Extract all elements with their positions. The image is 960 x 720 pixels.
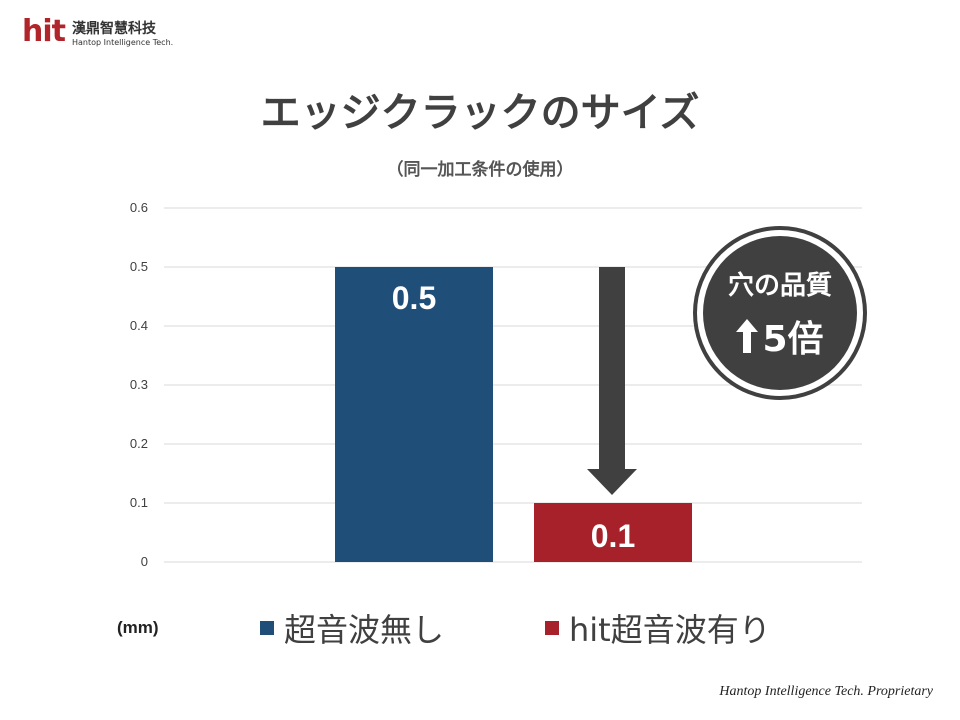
legend-item-no-ultrasonic: 超音波無し	[260, 608, 445, 649]
bar-no-ultrasonic	[335, 267, 493, 562]
legend-label: hit超音波有り	[569, 611, 771, 649]
quality-badge: 穴の品質 5倍	[693, 226, 867, 400]
badge-value: 5倍	[762, 318, 824, 360]
legend-swatch	[545, 621, 559, 635]
chart-title: エッジクラックのサイズ	[260, 90, 700, 136]
y-tick-label: 0.4	[130, 318, 148, 333]
logo-name-cn: 漢鼎智慧科技	[72, 21, 156, 37]
bar-data-label: 0.5	[392, 280, 436, 316]
y-tick-label: 0.2	[130, 436, 148, 451]
logo-name-en: Hantop Intelligence Tech.	[72, 38, 174, 47]
badge-line2: 5倍	[736, 310, 824, 362]
badge-inner: 穴の品質 5倍	[703, 236, 857, 390]
legend-swatch	[260, 621, 274, 635]
badge-line1: 穴の品質	[727, 270, 832, 301]
y-tick-label: 0.1	[130, 495, 148, 510]
up-arrow-icon	[736, 318, 759, 353]
legend-label: 超音波無し	[284, 611, 445, 649]
legend-item-hit-ultrasonic: hit超音波有り	[545, 608, 771, 649]
y-axis-unit-label: (mm)	[117, 618, 159, 637]
footer-proprietary: Hantop Intelligence Tech. Proprietary	[719, 684, 933, 699]
chart-subtitle: （同一加工条件の使用）	[386, 160, 574, 180]
y-tick-label: 0.3	[130, 377, 148, 392]
bar-data-label: 0.1	[591, 518, 635, 554]
down-arrow-icon	[587, 267, 637, 495]
bar-hit-ultrasonic	[534, 503, 692, 562]
logo-mark: hit	[22, 14, 66, 49]
y-tick-label: 0.5	[130, 259, 148, 274]
y-tick-label: 0.6	[130, 200, 148, 215]
y-tick-label: 0	[141, 554, 148, 569]
